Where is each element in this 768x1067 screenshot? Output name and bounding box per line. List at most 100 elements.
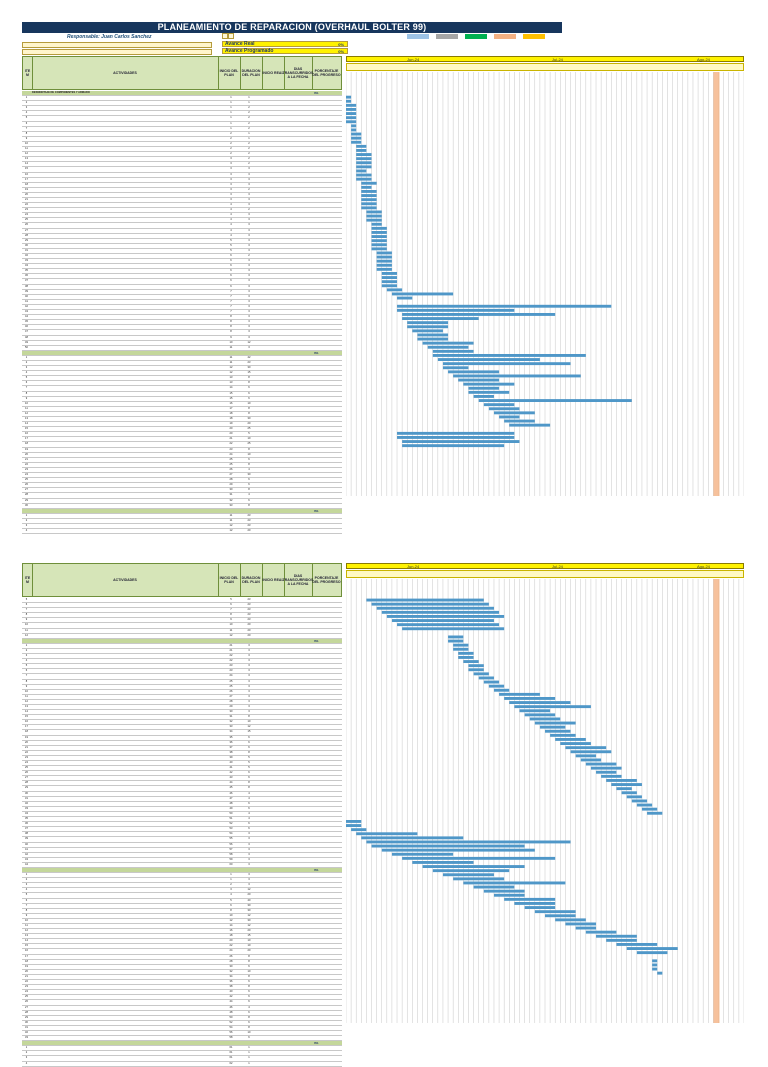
plan-duration: 3 bbox=[248, 679, 250, 683]
plan-start: 7 bbox=[230, 608, 232, 612]
plan-start: 27 bbox=[229, 694, 233, 698]
update-info bbox=[222, 33, 362, 39]
table-row: 12 12 20 bbox=[22, 634, 342, 639]
item-number: 21 bbox=[25, 457, 28, 461]
plan-duration: 3 bbox=[248, 837, 250, 841]
plan-duration: 3 bbox=[248, 315, 250, 319]
section-row: 0% bbox=[22, 638, 342, 644]
gantt-bar bbox=[381, 284, 398, 288]
avance-programado-label: Avance Programado bbox=[225, 48, 274, 54]
item-number: 12 bbox=[25, 152, 28, 156]
plan-start: 34 bbox=[229, 730, 233, 734]
item-number: 20 bbox=[25, 740, 28, 744]
section-progress: 0% bbox=[314, 1041, 319, 1046]
item-number: 10 bbox=[25, 689, 28, 693]
plan-start: 25 bbox=[229, 462, 233, 466]
month-label: Jul-24 bbox=[552, 57, 563, 62]
table-row: 19 35 6 bbox=[22, 736, 342, 741]
table-row: 17 3 3 bbox=[22, 178, 342, 183]
table-row: 22 25 8 bbox=[22, 463, 342, 468]
plan-start: 62 bbox=[229, 1061, 233, 1065]
plan-start: 27 bbox=[229, 473, 233, 477]
avance-real: Avance Real 0% bbox=[222, 41, 348, 47]
table-row: 38 6 3 bbox=[22, 285, 342, 290]
gantt-bar bbox=[407, 321, 449, 325]
item-number: 1 bbox=[25, 1046, 28, 1050]
gantt-bar bbox=[402, 440, 520, 443]
plan-duration: 3 bbox=[248, 172, 250, 176]
gantt-bar bbox=[504, 897, 556, 901]
table-row: 24 27 30 bbox=[22, 473, 342, 479]
item-number: 1 bbox=[25, 96, 28, 100]
item-number: 31 bbox=[25, 1025, 28, 1029]
plan-start: 56 bbox=[229, 1030, 233, 1034]
gantt-bar bbox=[514, 705, 591, 709]
table-row: 8 8 23 bbox=[22, 613, 342, 619]
gantt-bar bbox=[652, 959, 658, 963]
gantt-grid bbox=[346, 579, 744, 1023]
table-row: 44 60 3 bbox=[22, 863, 342, 868]
item-number: 27 bbox=[25, 1005, 28, 1009]
table-row: 21 37 6 bbox=[22, 746, 342, 751]
plan-start: 16 bbox=[229, 929, 233, 933]
col-real-start: INICIO REAL bbox=[262, 564, 285, 596]
plan-duration: 3 bbox=[248, 243, 250, 247]
gantt-bar bbox=[575, 754, 597, 758]
item-number: 28 bbox=[25, 1010, 28, 1014]
item-number: 11 bbox=[25, 147, 28, 151]
table-row: 48 9 3 bbox=[22, 336, 342, 341]
plan-duration: 30 bbox=[247, 908, 251, 912]
plan-start: 25 bbox=[229, 684, 233, 688]
plan-start: 42 bbox=[229, 771, 233, 775]
item-number: 33 bbox=[25, 806, 28, 810]
gantt-bar bbox=[555, 918, 586, 922]
plan-duration: 3 bbox=[248, 192, 250, 196]
table-row: 37 6 3 bbox=[22, 279, 342, 285]
item-number: 16 bbox=[25, 949, 28, 953]
page-title: PLANEAMIENTO DE REPARACION (OVERHAUL BOL… bbox=[22, 22, 562, 33]
item-number: 27 bbox=[25, 776, 28, 780]
plan-duration: 6 bbox=[248, 391, 250, 395]
col-item: ITE M bbox=[23, 564, 33, 596]
item-number: 13 bbox=[25, 417, 28, 420]
plan-duration: 1 bbox=[248, 136, 250, 140]
item-number: 5 bbox=[25, 893, 28, 897]
table-row: 19 3 2 bbox=[22, 188, 342, 193]
plan-duration: 3 bbox=[248, 648, 250, 652]
avance-real-label: Avance Real bbox=[225, 41, 255, 47]
gantt-bar bbox=[371, 602, 489, 606]
gantt-bar bbox=[376, 259, 392, 263]
plan-start: 6 bbox=[230, 284, 232, 288]
plan-start: 61 bbox=[229, 1056, 233, 1060]
item-number: 5 bbox=[25, 376, 28, 380]
legend-swatch bbox=[523, 34, 545, 39]
gantt-bar bbox=[652, 963, 658, 967]
item-number: 9 bbox=[25, 136, 28, 140]
plan-start: 12 bbox=[229, 371, 233, 375]
gantt-bar bbox=[376, 267, 392, 271]
item-number: 1 bbox=[25, 643, 28, 647]
gantt-bar bbox=[346, 95, 352, 99]
plan-duration: 8 bbox=[248, 750, 250, 754]
plan-start: 26 bbox=[229, 467, 233, 471]
item-number: 36 bbox=[25, 274, 28, 278]
gantt-bar bbox=[616, 943, 658, 946]
table-row: 12 18 8 bbox=[22, 412, 342, 417]
plan-duration: 10 bbox=[247, 944, 251, 948]
gantt-bar bbox=[534, 721, 576, 725]
plan-start: 8 bbox=[230, 315, 232, 319]
plan-start: 32 bbox=[229, 498, 233, 502]
table-row: 27 30 8 bbox=[22, 488, 342, 494]
plan-start: 14 bbox=[229, 386, 233, 390]
gantt-bar bbox=[371, 226, 387, 230]
plan-duration: 10 bbox=[247, 1030, 251, 1034]
plan-duration: 6 bbox=[248, 1036, 250, 1040]
gantt-bar bbox=[366, 218, 382, 222]
gantt-bar bbox=[361, 194, 377, 197]
item-number: 26 bbox=[25, 771, 28, 775]
item-number: 49 bbox=[25, 340, 28, 344]
plan-duration: 6 bbox=[248, 964, 250, 968]
table-row: 5 23 3 bbox=[22, 664, 342, 670]
item-number: 13 bbox=[25, 157, 28, 161]
item-number: 32 bbox=[25, 254, 28, 257]
